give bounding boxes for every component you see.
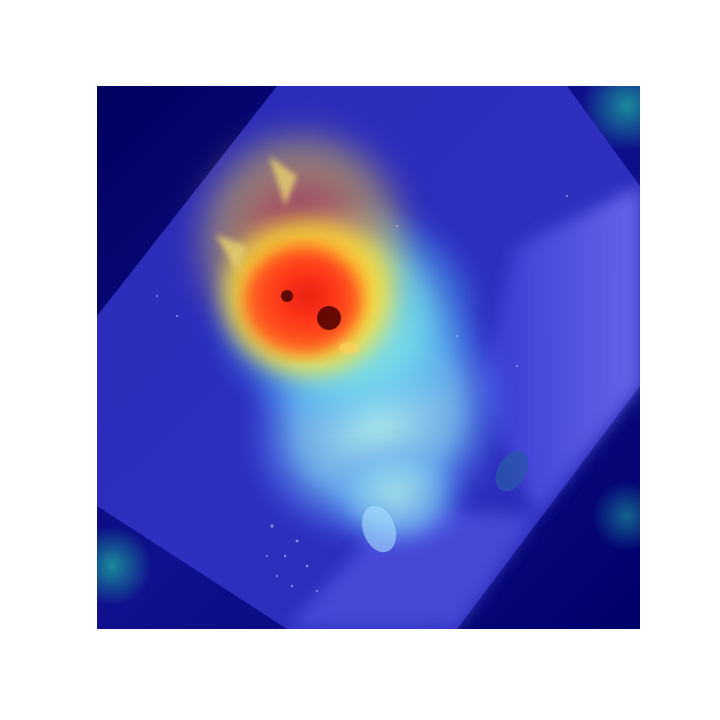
floor-band bbox=[477, 186, 640, 516]
heatmap-svg bbox=[97, 86, 640, 629]
corner-glow bbox=[592, 481, 640, 551]
snow-speckles bbox=[156, 195, 568, 592]
floor-band bbox=[287, 506, 537, 629]
heatmap-image bbox=[97, 86, 640, 629]
dog-icon bbox=[187, 121, 529, 553]
corner-glow bbox=[97, 526, 152, 606]
